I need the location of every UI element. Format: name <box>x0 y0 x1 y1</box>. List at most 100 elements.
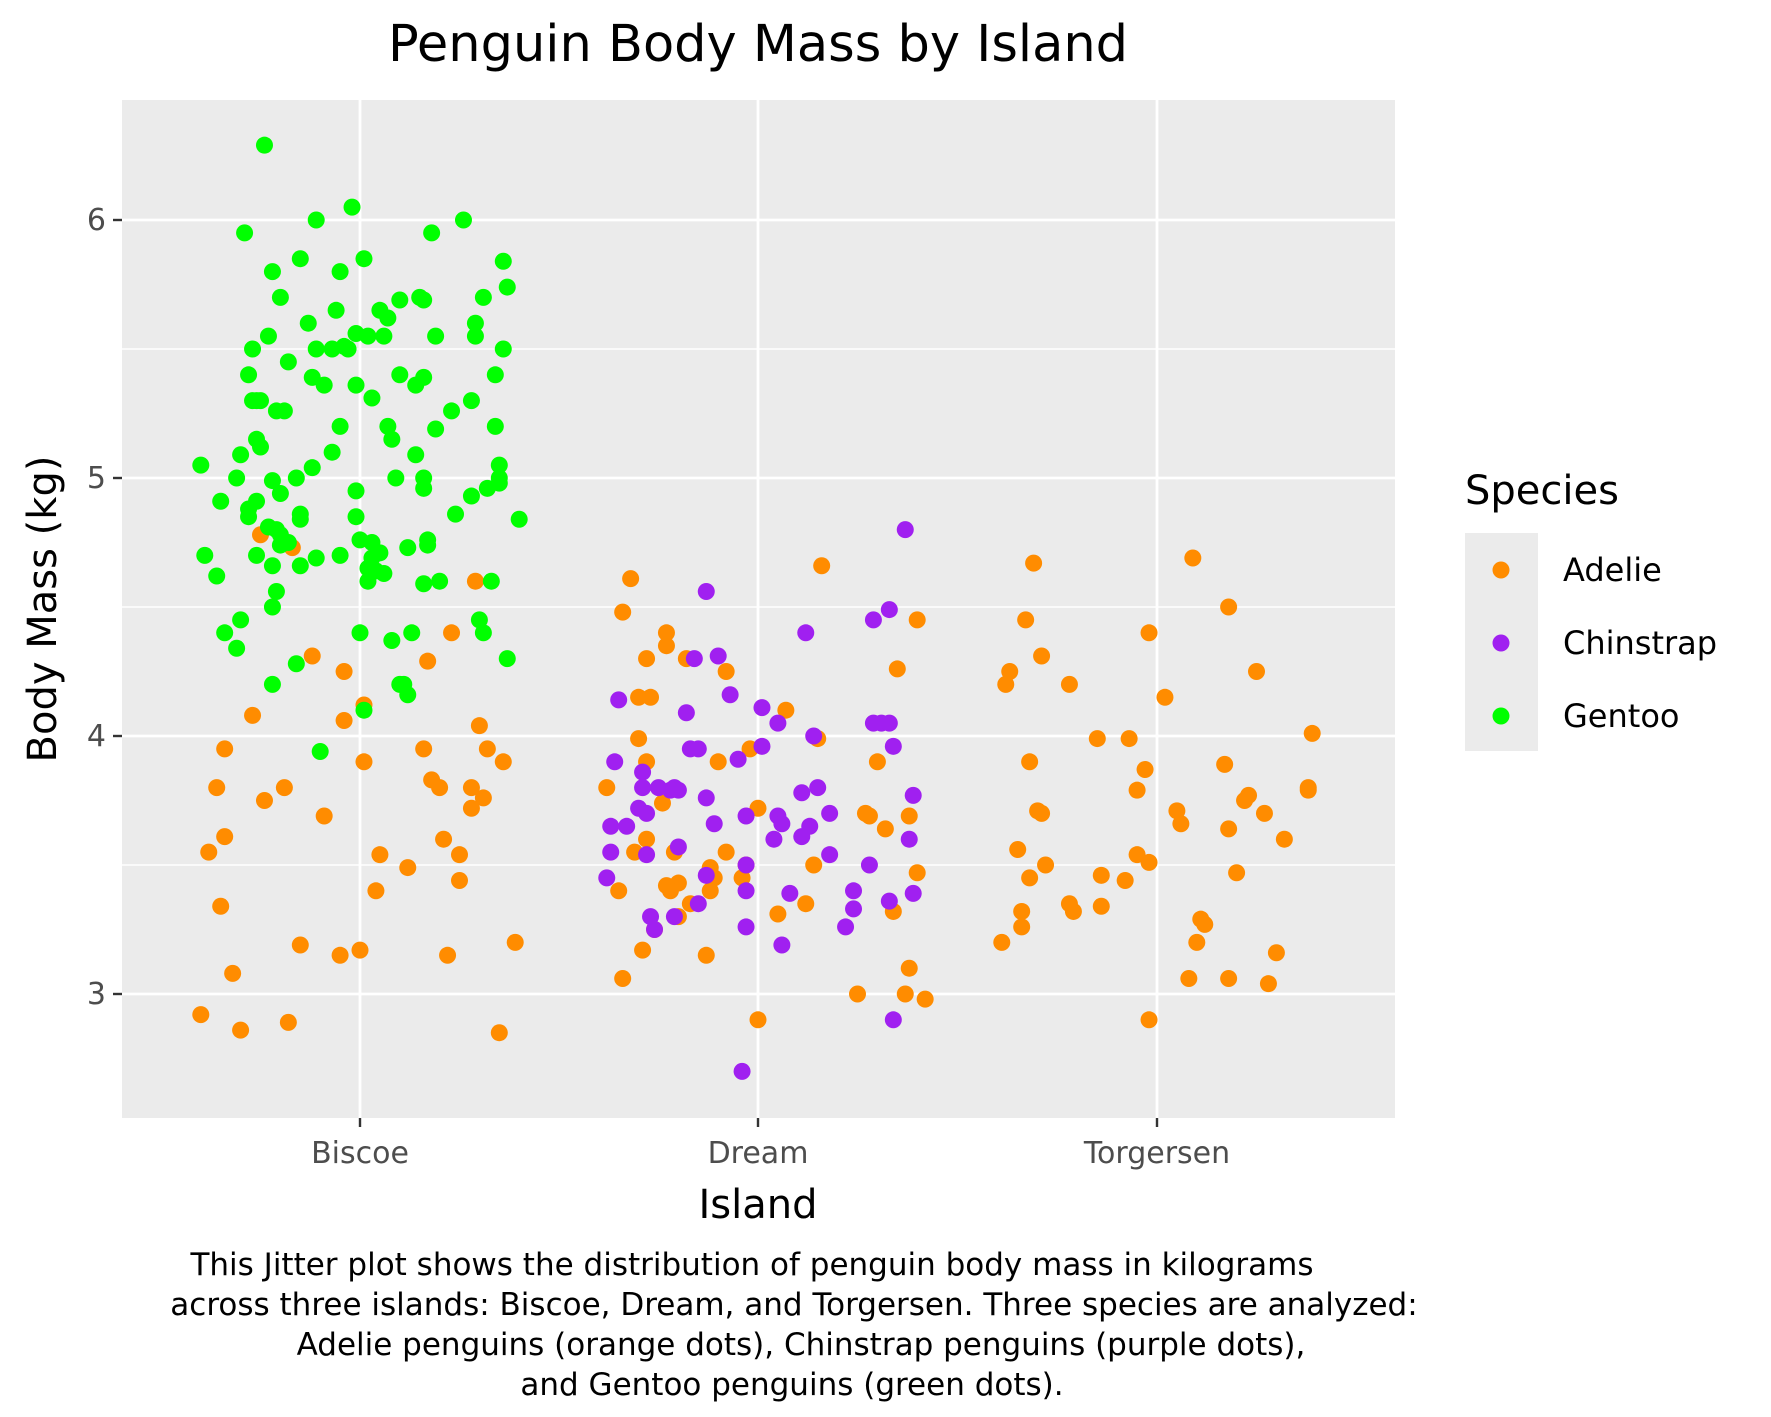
data-point-chinstrap <box>773 936 791 954</box>
data-point-chinstrap <box>669 781 687 799</box>
data-point-chinstrap <box>837 918 855 936</box>
data-point-chinstrap <box>880 892 898 910</box>
data-point-gentoo <box>498 650 516 668</box>
data-point-adelie <box>1184 549 1202 567</box>
data-point-adelie <box>717 663 735 680</box>
data-point-gentoo <box>371 544 389 562</box>
data-point-gentoo <box>252 392 269 410</box>
data-point-adelie <box>470 717 488 735</box>
data-point-gentoo <box>403 624 421 642</box>
x-tick-label: Dream <box>708 1136 809 1171</box>
data-point-adelie <box>443 624 461 642</box>
data-point-adelie <box>367 882 385 900</box>
data-point-chinstrap <box>634 779 652 797</box>
data-point-chinstrap <box>665 908 683 926</box>
axes: 3 4 5 6 Biscoe Dream Torgersen <box>87 203 1230 1171</box>
data-point-gentoo <box>486 417 504 435</box>
data-point-gentoo <box>347 508 365 526</box>
data-point-adelie <box>622 570 640 588</box>
data-point-gentoo <box>379 309 397 327</box>
data-point-gentoo <box>252 438 269 456</box>
data-point-adelie <box>797 895 815 913</box>
data-point-gentoo <box>387 469 405 487</box>
data-point-chinstrap <box>618 817 636 835</box>
data-point-adelie <box>1180 970 1198 988</box>
y-tick-label: 4 <box>87 719 106 754</box>
data-point-adelie <box>1259 975 1277 993</box>
data-point-adelie <box>1168 802 1186 820</box>
data-point-chinstrap <box>821 804 839 822</box>
data-point-adelie <box>244 706 262 724</box>
data-point-chinstrap <box>880 601 898 619</box>
data-point-adelie <box>900 959 918 977</box>
data-point-gentoo <box>482 572 500 590</box>
data-point-chinstrap <box>797 624 815 642</box>
data-point-adelie <box>335 663 353 680</box>
data-point-adelie <box>1001 663 1019 680</box>
data-point-gentoo <box>494 252 512 270</box>
data-point-adelie <box>439 946 457 964</box>
data-point-gentoo <box>494 340 512 358</box>
data-point-adelie <box>661 882 679 900</box>
data-point-gentoo <box>490 474 508 492</box>
data-point-adelie <box>908 864 926 882</box>
data-point-chinstrap <box>721 686 739 704</box>
data-point-chinstrap <box>884 1011 902 1029</box>
data-point-adelie <box>279 1013 297 1031</box>
data-point-gentoo <box>339 340 357 358</box>
data-point-chinstrap <box>669 838 687 856</box>
data-point-gentoo <box>271 288 289 306</box>
data-point-chinstrap <box>821 846 839 864</box>
data-point-gentoo <box>391 366 409 384</box>
data-point-gentoo <box>228 469 246 487</box>
data-point-gentoo <box>263 598 281 616</box>
data-point-chinstrap <box>845 900 863 918</box>
data-point-adelie <box>1267 944 1285 962</box>
data-point-adelie <box>216 828 234 846</box>
data-point-adelie <box>1140 624 1158 642</box>
legend: Species Adelie Chinstrap Gentoo <box>1465 468 1717 751</box>
legend-title: Species <box>1465 468 1619 514</box>
data-point-chinstrap <box>781 884 799 902</box>
data-point-adelie <box>908 611 926 629</box>
data-point-adelie <box>192 1006 210 1024</box>
data-point-gentoo <box>419 536 437 554</box>
data-point-adelie <box>610 882 628 900</box>
data-point-gentoo <box>498 278 516 296</box>
data-point-adelie <box>1037 856 1055 874</box>
data-point-chinstrap <box>697 583 715 601</box>
data-point-gentoo <box>399 539 417 557</box>
data-point-gentoo <box>375 327 393 345</box>
legend-key-chinstrap <box>1492 634 1510 652</box>
data-point-adelie <box>697 946 715 964</box>
data-point-adelie <box>200 843 218 861</box>
data-point-adelie <box>451 871 468 889</box>
data-point-adelie <box>614 970 632 988</box>
legend-key-gentoo <box>1492 707 1510 725</box>
data-point-adelie <box>415 740 433 758</box>
data-point-gentoo <box>263 472 281 490</box>
data-point-gentoo <box>427 327 445 345</box>
data-point-adelie <box>462 779 480 797</box>
data-point-gentoo <box>351 624 369 642</box>
data-point-adelie <box>993 933 1011 951</box>
data-point-adelie <box>1021 869 1039 887</box>
series-gentoo <box>192 136 528 760</box>
data-point-adelie <box>1013 902 1031 920</box>
data-point-adelie <box>709 753 727 771</box>
data-point-chinstrap <box>705 815 723 833</box>
data-point-chinstrap <box>805 727 823 745</box>
data-point-chinstrap <box>765 830 783 848</box>
data-point-adelie <box>1140 1011 1158 1029</box>
legend-key-adelie <box>1492 561 1510 579</box>
data-point-adelie <box>355 753 373 771</box>
data-point-gentoo <box>415 291 433 309</box>
data-point-adelie <box>876 820 894 838</box>
data-point-gentoo <box>267 583 285 601</box>
data-point-chinstrap <box>753 737 771 755</box>
data-point-gentoo <box>359 327 377 345</box>
data-point-adelie <box>451 846 468 864</box>
data-point-adelie <box>896 985 914 1003</box>
data-point-chinstrap <box>896 521 914 539</box>
data-point-adelie <box>777 701 795 719</box>
